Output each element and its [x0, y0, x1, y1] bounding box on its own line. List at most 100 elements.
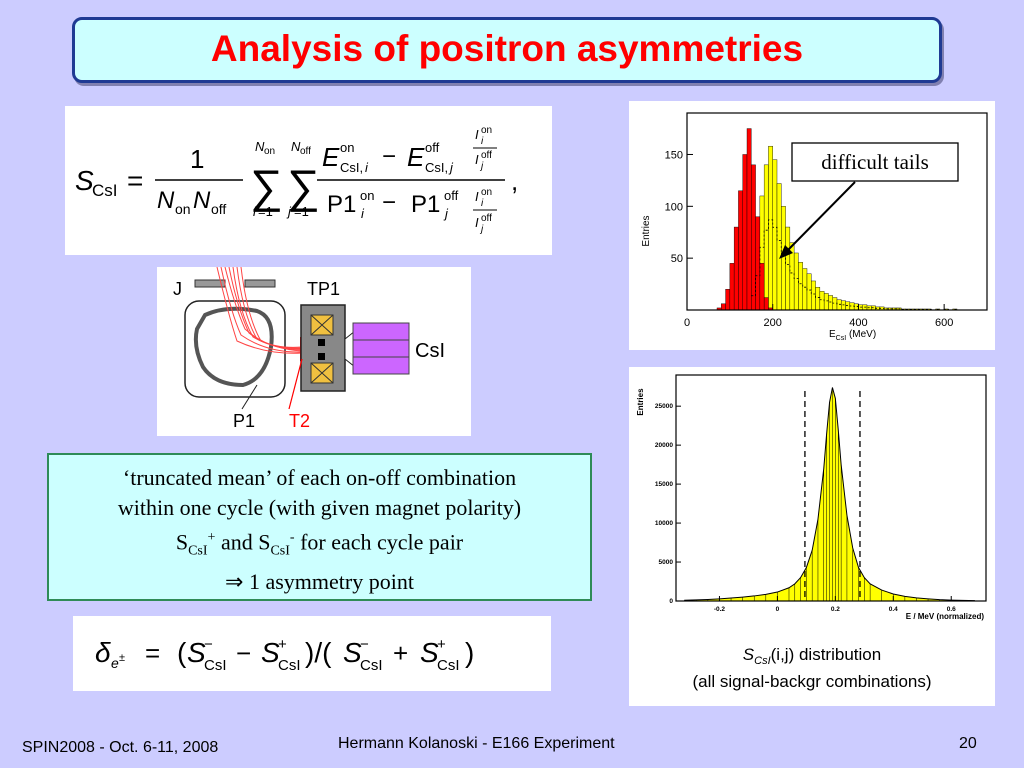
h1-bar	[755, 216, 761, 311]
svg-text:−: −	[360, 636, 369, 653]
h1-ylabel: Entries	[641, 215, 652, 246]
svg-text:1: 1	[190, 144, 204, 174]
svg-text:S: S	[343, 637, 362, 668]
h1-bar	[793, 252, 799, 311]
svg-text:=: =	[145, 638, 160, 668]
h1-bar	[733, 226, 739, 311]
histogram-ecsi: 0 200 400 600 50 100 150 Entries ECsI (MeV) di…	[629, 101, 995, 350]
h1-bar	[746, 128, 752, 311]
h2-xlabel: E / MeV (normalized)	[906, 612, 985, 621]
h1-bar	[819, 291, 825, 311]
svg-text:j: j	[479, 224, 484, 235]
formula-asymmetry: δ e ± = ( S − CsI − S + CsI )/( S − CsI …	[73, 616, 551, 691]
title-box: Analysis of positron asymmetries	[72, 17, 942, 83]
h1-bar	[828, 295, 833, 311]
svg-text:−: −	[204, 636, 213, 653]
text-line-3: SCsI+ and SCsI- for each cycle pair	[175, 529, 464, 559]
footer-conference: SPIN2008 - Oct. 6-11, 2008	[22, 739, 219, 756]
h1-ytick-label: 150	[665, 149, 683, 161]
svg-text:−: −	[382, 189, 396, 216]
svg-text:S: S	[187, 637, 206, 668]
method-text-box: ‘truncated mean’ of each on-off combinat…	[47, 453, 592, 601]
svg-text:CsI: CsI	[204, 657, 227, 674]
svg-text:P1: P1	[327, 191, 356, 218]
h1-bar	[815, 286, 821, 311]
svg-text:on: on	[481, 187, 492, 198]
caption-line2: (all signal-backgr combinations)	[692, 672, 931, 691]
svg-text:off: off	[481, 213, 492, 224]
h1-bar	[798, 262, 803, 311]
h1-bar	[836, 299, 842, 311]
h2-xtick-label: 0.4	[889, 606, 898, 613]
svg-text:−: −	[236, 638, 251, 668]
svg-text:on: on	[481, 125, 492, 136]
svg-text:): )	[465, 637, 474, 668]
svg-text:S: S	[261, 637, 280, 668]
detector-schematic: J TP1 CsI P1 T2	[157, 266, 471, 436]
h1-bar	[806, 273, 812, 311]
svg-text:i: i	[253, 204, 257, 219]
h2-ylabel: Entries	[636, 388, 645, 416]
h1-bar	[823, 293, 829, 311]
svg-text:=: =	[127, 165, 143, 196]
svg-text:I: I	[475, 215, 479, 230]
svg-text:j: j	[479, 161, 484, 172]
svg-text:i: i	[365, 160, 369, 175]
svg-text:on: on	[340, 140, 354, 155]
svg-text:CsI,: CsI,	[340, 160, 363, 175]
h2-ytick-label: 10000	[655, 520, 673, 527]
h1-bar	[781, 206, 786, 311]
footer-page-number: 20	[959, 735, 977, 752]
footer-author: Hermann Kolanoski - E166 Experiment	[338, 735, 615, 752]
svg-text:N: N	[157, 187, 175, 214]
svg-text:I: I	[475, 189, 479, 204]
svg-text:N: N	[255, 139, 265, 154]
h1-xtick-label: 400	[849, 317, 867, 329]
h1-xtick-label: 600	[935, 317, 953, 329]
svg-text:off: off	[300, 146, 311, 157]
svg-text:off: off	[425, 140, 440, 155]
svg-text:)/(: )/(	[305, 637, 332, 668]
h1-bar	[751, 164, 756, 311]
h1-bar	[768, 145, 773, 311]
svg-text:(: (	[177, 637, 187, 668]
h2-ytick-label: 25000	[655, 403, 673, 410]
svg-text:+: +	[393, 638, 408, 668]
h1-bar	[776, 183, 782, 311]
h2-ytick-label: 15000	[655, 481, 673, 488]
h1-bar	[802, 268, 808, 311]
label-tp1: TP1	[307, 279, 340, 299]
caption-line1: SCsI(i,j) distribution	[743, 645, 881, 667]
h1-bar	[763, 164, 769, 311]
h1-bar	[811, 280, 816, 311]
text-line-4: ⇒ 1 asymmetry point	[225, 568, 414, 594]
svg-text:CsI: CsI	[278, 657, 301, 674]
svg-text:N: N	[193, 187, 211, 214]
text-line-1: ‘truncated mean’ of each on-off combinat…	[122, 465, 517, 490]
h2-xtick-label: 0.2	[831, 606, 840, 613]
label-p1: P1	[233, 411, 255, 431]
text-line-2: within one cycle (with given magnet pola…	[117, 495, 522, 520]
h1-bar	[742, 154, 748, 311]
h2-xtick-label: 0.6	[947, 606, 956, 613]
h1-xtick-label: 0	[684, 317, 690, 329]
svg-text:j: j	[448, 160, 454, 175]
h1-bar	[832, 297, 838, 311]
svg-text:+: +	[437, 636, 446, 653]
h1-bar	[729, 263, 735, 311]
svg-text:S: S	[75, 165, 94, 196]
h2-ytick-label: 0	[669, 598, 673, 605]
svg-text:,: ,	[511, 166, 518, 196]
h1-bar	[772, 159, 778, 311]
h1-bar	[845, 301, 851, 311]
svg-text:i: i	[481, 198, 484, 209]
svg-text:E: E	[322, 142, 340, 172]
h1-bar	[841, 300, 846, 311]
h1-ytick-label: 50	[671, 253, 683, 265]
difficult-tails-label: difficult tails	[821, 150, 929, 174]
svg-text:−: −	[382, 143, 396, 170]
svg-text:δ: δ	[95, 637, 111, 668]
svg-text:I: I	[475, 127, 479, 142]
h1-xtick-label: 200	[764, 317, 782, 329]
svg-text:+: +	[278, 636, 287, 653]
